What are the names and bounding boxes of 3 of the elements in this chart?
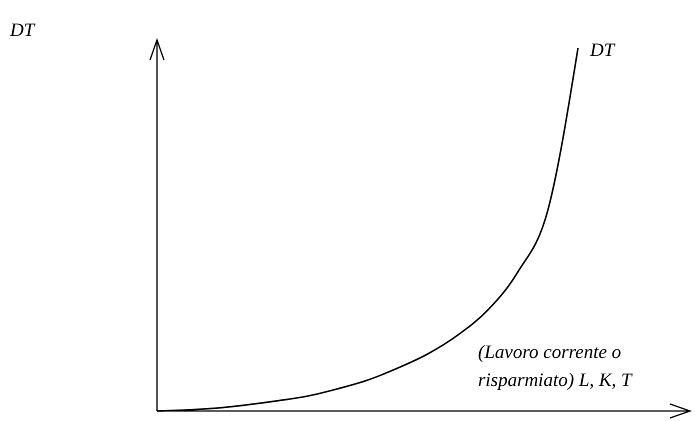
x-axis-title: (Lavoro corrente o risparmiato) L, K, T: [478, 342, 634, 391]
series-label: DT: [589, 40, 616, 61]
text: DT: [9, 20, 36, 41]
